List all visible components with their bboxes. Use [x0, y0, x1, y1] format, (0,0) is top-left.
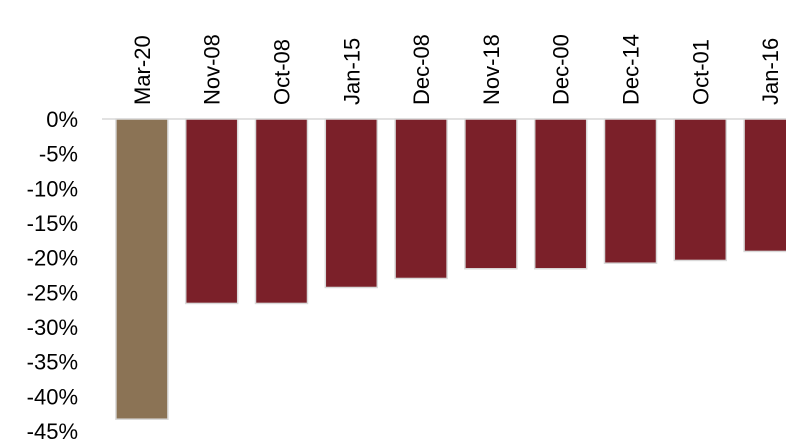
- x-tick-label: Dec-08: [409, 34, 434, 105]
- y-tick-label: 0%: [46, 107, 78, 132]
- bar-mar-20: [115, 118, 169, 420]
- y-tick-label: -40%: [27, 384, 78, 409]
- x-tick-label: Dec-00: [549, 34, 574, 105]
- bar-dec-08: [394, 118, 448, 280]
- bar-jan-16: [743, 118, 786, 253]
- bars-group: [115, 118, 786, 420]
- bar-nov-18: [464, 118, 518, 270]
- y-tick-label: -20%: [27, 246, 78, 271]
- x-tick-label: Oct-01: [688, 39, 713, 105]
- y-tick-label: -45%: [27, 419, 78, 442]
- y-tick-label: -10%: [27, 176, 78, 201]
- bar-oct-01: [673, 118, 728, 262]
- y-axis: 0% -5% -10% -15% -20% -25% -30% -35% -40% -45%: [27, 107, 78, 442]
- x-tick-label: Jan-16: [758, 38, 783, 105]
- x-tick-label: Nov-18: [479, 34, 504, 105]
- bar-dec-00: [533, 118, 588, 270]
- y-tick-label: -30%: [27, 315, 78, 340]
- y-tick-label: -25%: [27, 280, 78, 305]
- bar-nov-08: [184, 118, 239, 305]
- category-labels: Mar-20 Nov-08 Oct-08 Jan-15 Dec-08 Nov-18 Dec-…: [130, 34, 783, 105]
- bar-oct-08: [254, 118, 309, 305]
- y-tick-label: -5%: [39, 142, 78, 167]
- x-tick-label: Mar-20: [130, 35, 155, 105]
- x-tick-label: Oct-08: [270, 39, 295, 105]
- x-tick-label: Jan-15: [339, 38, 364, 105]
- bar-dec-14: [603, 118, 658, 264]
- x-tick-label: Dec-14: [619, 34, 644, 105]
- y-tick-label: -15%: [27, 211, 78, 236]
- x-tick-label: Nov-08: [200, 34, 225, 105]
- y-tick-label: -35%: [27, 350, 78, 375]
- bar-jan-15: [324, 118, 379, 289]
